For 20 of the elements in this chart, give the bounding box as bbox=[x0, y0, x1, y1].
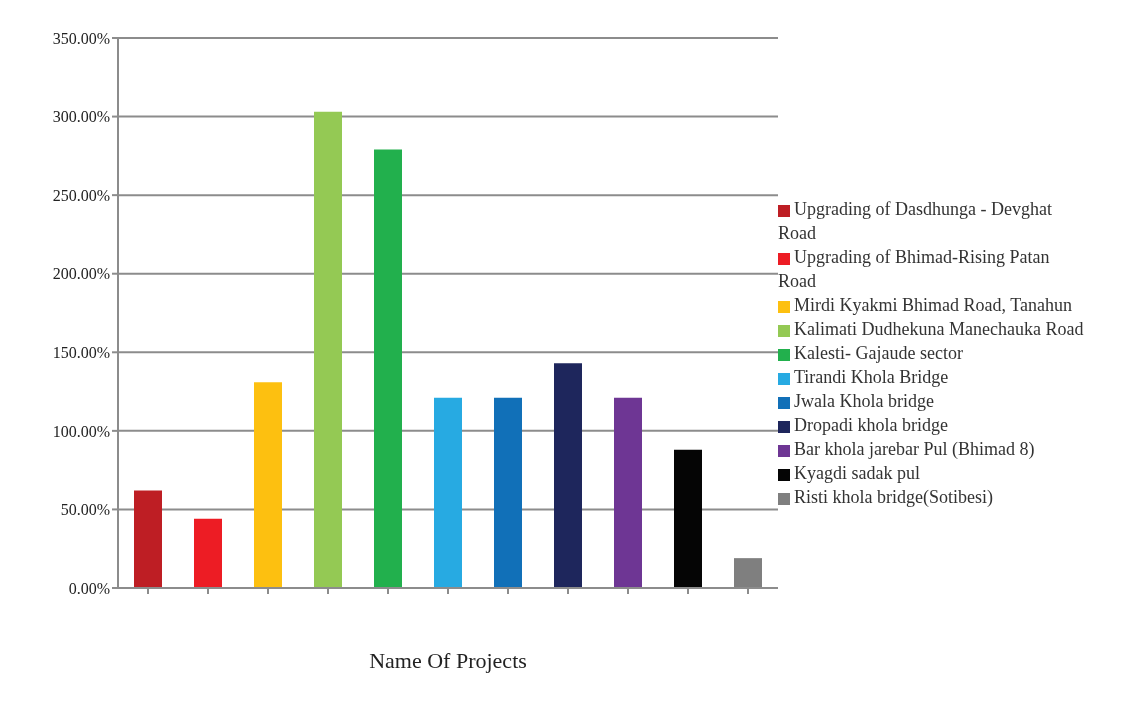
y-tick-label: 350.00% bbox=[52, 29, 110, 47]
y-tick-label: 100.00% bbox=[52, 422, 110, 440]
legend-label: Upgrading of Dasdhunga - Devghat Road bbox=[778, 199, 1052, 243]
y-tick-label: 200.00% bbox=[52, 265, 110, 283]
y-tick-label: 150.00% bbox=[52, 343, 110, 361]
legend-label: Mirdi Kyakmi Bhimad Road, Tanahun bbox=[794, 295, 1072, 315]
legend-label: Upgrading of Bhimad-Rising Patan Road bbox=[778, 247, 1050, 291]
legend-label: Jwala Khola bridge bbox=[794, 391, 934, 411]
legend-label: Tirandi Khola Bridge bbox=[794, 367, 949, 387]
legend-label: Kalesti- Gajaude sector bbox=[794, 343, 963, 363]
y-tick-label: 50.00% bbox=[60, 501, 110, 519]
legend-label: Bar khola jarebar Pul (Bhimad 8) bbox=[794, 439, 1035, 459]
legend-label: Kalimati Dudhekuna Manechauka Road bbox=[794, 319, 1084, 339]
y-tick-label: 0.00% bbox=[68, 579, 110, 597]
x-axis-title: Name Of Projects bbox=[369, 648, 527, 673]
legend-label: Kyagdi sadak pul bbox=[794, 463, 920, 483]
legend-label: Dropadi khola bridge bbox=[794, 415, 948, 435]
y-tick-label: 300.00% bbox=[52, 108, 110, 126]
legend-label: Risti khola bridge(Sotibesi) bbox=[794, 487, 993, 507]
y-tick-label: 250.00% bbox=[52, 186, 110, 204]
